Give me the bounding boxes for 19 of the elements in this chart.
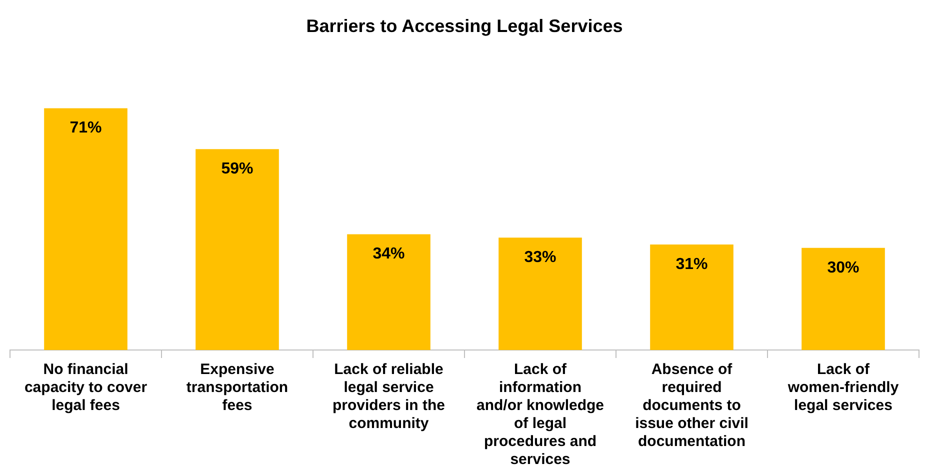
data-label: 33% — [524, 249, 556, 266]
bar — [44, 108, 128, 350]
data-label: 30% — [827, 259, 860, 276]
data-label: 31% — [676, 256, 708, 273]
x-tick-label: Lack of information and/or knowledge of legal procedures and services — [476, 361, 604, 468]
x-tick-label: No financial capacity to cover legal fees — [24, 361, 148, 414]
x-tick-label: Lack of reliable legal service providers in the community — [332, 361, 446, 432]
bar — [802, 248, 885, 350]
data-label: 34% — [372, 246, 405, 263]
bar — [347, 234, 430, 350]
bar — [196, 149, 279, 350]
data-label: 71% — [70, 120, 102, 137]
bar — [650, 244, 734, 350]
data-label: 59% — [221, 160, 254, 178]
x-tick-label: Expensive transportation fees — [186, 361, 288, 414]
bar — [498, 238, 582, 350]
x-tick-label: Lack of women-friendly legal services — [786, 361, 900, 414]
chart-title: Barriers to Accessing Legal Services — [306, 16, 623, 36]
x-tick-label: Absence of required documents to issue other civil documentation — [635, 361, 748, 450]
